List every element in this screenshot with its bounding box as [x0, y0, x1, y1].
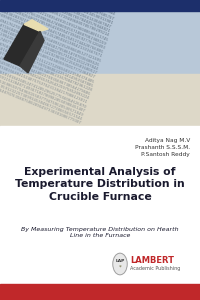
Text: 10768543074085075159419656859460623167004702961228: 1076854307408507515941965685946062316700…: [0, 44, 92, 92]
Bar: [0, 74, 200, 126]
Text: 53649043828392196949678964645740525451744428766806: 5364904382839219694967896464574052545174…: [0, 6, 104, 55]
Circle shape: [113, 253, 127, 275]
Text: 58977625619340356404152487575376231184217088123011: 5897762561934035640415248757537623118421…: [0, 57, 88, 105]
Text: 49633779789876407076358875002896497338301006779307: 4963377978987640707635887500289649733830…: [0, 78, 82, 126]
Text: 57293029943563848142850981141929699121562681600517: 5729302994356384814285098114192969912156…: [0, 27, 98, 76]
Bar: [0, 126, 200, 284]
Bar: [0, 11, 200, 74]
Text: 02076299510091153204871493671027009820550908451407: 0207629951009115320487149367102700982055…: [0, 65, 86, 113]
Text: 55596550115892398054022893960099056352934505756753: 5559655011589239805402289396009905635293…: [6, 0, 118, 13]
Text: 80152765986135420294092790125563184124161031408944: 8015276598613542029409279012556318412416…: [5, 0, 116, 17]
Text: LAP: LAP: [115, 259, 125, 263]
Text: 26847833402882568073785506418395473966592776320493: 2684783340288256807378550641839547396659…: [0, 2, 106, 50]
Text: 66508324146986002032459368194380491792434598913901: 6650832414698600203245936819438049179243…: [2, 0, 114, 25]
Text: 05471071568406932010827196946817958610707030408626: 0547107156840693201082719694681795861070…: [0, 19, 100, 67]
Text: Academic Publishing: Academic Publishing: [130, 266, 180, 271]
Text: 20164941762701772300599809140932352086605127321695: 2016494176270177230059980914093235208660…: [0, 15, 102, 63]
Bar: [0, 0, 200, 11]
Text: 85904400124778718568397260156451753825661438467047: 8590440012477871856839726015645175382566…: [1, 0, 112, 29]
Polygon shape: [24, 20, 48, 31]
Text: 25696757487783370067027425805345805935017772364827: 2569675748778337006702742580534580593501…: [0, 32, 96, 80]
Polygon shape: [4, 24, 40, 66]
Text: *: *: [119, 265, 121, 269]
Text: 20398371014610101841685247412852962577556064626870: 2039837101461010184168524741285296257755…: [0, 61, 87, 109]
Text: Aditya Nag M.V
Prashanth S.S.S.M.
P.Santosh Reddy: Aditya Nag M.V Prashanth S.S.S.M. P.Sant…: [135, 138, 190, 157]
Text: 34870278840417490106202441002376935686738564279686: 3487027884041749010620244100237693568673…: [0, 48, 91, 97]
Text: 51415807008634465467654180517194306805705700299214: 5141580700863446546765418051719430680570…: [0, 0, 110, 38]
Text: 11963693610660690811213035438151991296008600151745: 1196369361066069081121303543815199129600…: [0, 0, 108, 42]
Text: Experimental Analysis of
Temperature Distribution in
Crucible Furnace: Experimental Analysis of Temperature Dis…: [15, 167, 185, 202]
Text: LAMBERT: LAMBERT: [130, 256, 174, 265]
Text: 99062682416151698659754968155837794759620530571849: 9906268241615169865975496815583779475962…: [0, 69, 84, 118]
Text: 28521828816497732955582583669398676570402576844021: 2852182881649773295558258366939867657040…: [0, 0, 111, 34]
Text: By Measuring Temperature Distribution on Hearth
Line in the Furnace: By Measuring Temperature Distribution on…: [21, 226, 179, 238]
Text: 78888998931018098744053361152050341385421331667671: 7888899893101809874405336115205034138542…: [0, 11, 103, 59]
Text: 42641730816090733229095023590807057310261812297044: 4264173081609073322909502359080705731026…: [0, 23, 99, 71]
Text: 77054313134319591232257309934530486727386656571544: 7705431313431959123225730993453048672738…: [0, 74, 83, 122]
Text: 23085310988272474301016159483397717782843487605767: 2308531098827247430101615948339771778284…: [3, 0, 115, 21]
Polygon shape: [20, 31, 44, 73]
Bar: [0, 284, 200, 300]
Text: 55609324284900263954699948246535264325975852093224: 5560932428490026395469994824653526432597…: [0, 52, 90, 101]
Text: 01032058392495176639998864748009355718807061988159: 0103205839249517663999886474800935571880…: [0, 0, 107, 46]
Text: 97247791018746148733649579976988622251414953587085: 9724779101874614873364957997698862225141…: [0, 40, 94, 88]
Text: 40470610760367487963925411512171286568321504374405: 4047061076036748796392541151217128656832…: [0, 36, 95, 84]
